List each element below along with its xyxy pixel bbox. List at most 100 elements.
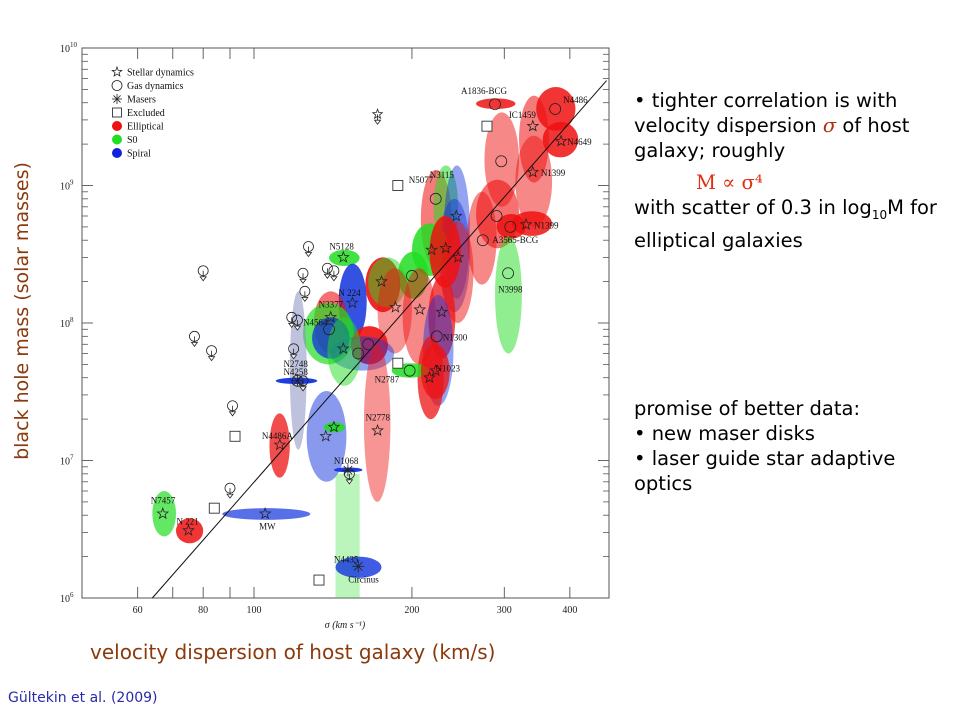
galaxy-labels-layer: A1836-BCG N4486 IC1459 N4649 N1399 N1399 A3565… xyxy=(151,86,592,584)
star-marker xyxy=(319,429,333,442)
error-ellipse-elliptical xyxy=(542,121,579,158)
legend-circle-icon xyxy=(111,80,123,91)
galaxy-label: A1836-BCG xyxy=(461,86,508,96)
future-data-panel: promise of better data: • new maser disk… xyxy=(634,396,956,496)
galaxy-label: N1068 xyxy=(334,456,359,466)
y-tick-exponent: 9 xyxy=(70,179,74,187)
legend-label: Gas dynamics xyxy=(127,81,183,92)
error-ellipse-s0 xyxy=(329,249,360,266)
star-marker xyxy=(337,250,350,263)
x-axis-title: σ (km s⁻¹) xyxy=(325,620,366,630)
note-correlation: • tighter correlation is with velocity d… xyxy=(634,88,956,163)
error-ellipse-elliptical xyxy=(496,214,527,239)
galaxy-label: N 224 xyxy=(338,288,361,298)
legend-asterisk-icon xyxy=(112,94,122,104)
galaxy-label: N2778 xyxy=(366,413,391,423)
error-ellipse-s0 xyxy=(495,235,522,354)
y-tick-label: 107 xyxy=(60,454,74,468)
error-ellipse-elliptical xyxy=(476,98,516,110)
circle-marker xyxy=(362,338,375,351)
y-tick-base: 10 xyxy=(60,457,70,468)
star-marker xyxy=(450,209,463,222)
galaxy-label: A3565-BCG xyxy=(492,235,539,245)
upper-limit-arrow xyxy=(287,317,296,328)
legend-label: S0 xyxy=(127,135,138,146)
legend-dot-icon xyxy=(112,148,122,158)
upper-limit-arrow xyxy=(289,348,298,360)
upper-limit-arrow xyxy=(301,291,309,302)
error-ellipse-elliptical xyxy=(467,191,497,285)
galaxy-label: Circinus xyxy=(348,574,379,584)
star-marker xyxy=(346,296,359,309)
y-axis-label: black hole mass (solar masses) xyxy=(11,162,33,460)
arrow-head xyxy=(226,493,234,499)
star-marker xyxy=(273,438,287,451)
ellipses-layer xyxy=(152,87,579,598)
galaxy-label: N4486A xyxy=(262,431,293,441)
asterisk-stroke xyxy=(113,95,121,103)
legend-label: Stellar dynamics xyxy=(127,68,194,79)
error-ellipse-s0 xyxy=(324,422,345,433)
asterisk-stroke xyxy=(292,376,302,386)
circle-marker xyxy=(495,155,508,168)
circle-marker xyxy=(429,192,442,205)
error-ellipse-spiral xyxy=(222,508,311,520)
upper-limit-arrow xyxy=(228,405,237,417)
excluded-square-marker xyxy=(313,574,325,586)
x-tick-label: 200 xyxy=(404,605,419,616)
arrow-head xyxy=(287,322,296,328)
arrow-head xyxy=(293,325,302,331)
upper-limit-arrow xyxy=(207,350,216,362)
markers-layer xyxy=(156,98,568,586)
note-correlation-text-b: of host galaxy; roughly xyxy=(634,114,910,162)
legend-label: Elliptical xyxy=(127,122,164,133)
upper-limit-arrow xyxy=(304,246,313,258)
arrow-head xyxy=(190,341,199,347)
circle-marker xyxy=(502,267,514,280)
star-marker xyxy=(435,305,449,318)
star-marker xyxy=(554,134,568,147)
x-tick-label: 400 xyxy=(562,605,577,616)
y-tick-exponent: 7 xyxy=(70,454,74,462)
x-tick-label: 300 xyxy=(497,605,512,616)
arrow-head xyxy=(199,276,207,282)
upper-limit-arrow xyxy=(299,273,307,284)
asterisk-stroke xyxy=(353,561,363,571)
arrow-head xyxy=(323,273,332,279)
error-ellipse-spiral xyxy=(306,391,347,482)
y-tick-label: 106 xyxy=(60,591,74,605)
error-ellipse-elliptical xyxy=(175,518,204,544)
star-marker xyxy=(526,119,540,132)
error-ellipse-s0 xyxy=(152,491,176,537)
galaxy-label: N5077 xyxy=(409,175,434,185)
circle-marker xyxy=(504,220,517,233)
arrow-head xyxy=(345,479,354,485)
star-marker xyxy=(439,241,453,254)
future-heading: promise of better data: xyxy=(634,397,861,420)
galaxy-label: N1399 xyxy=(534,221,559,231)
star-marker xyxy=(258,507,272,520)
excluded-square-marker xyxy=(208,502,220,514)
legend-dot-icon xyxy=(112,134,122,145)
upper-limit-arrow xyxy=(323,268,332,279)
galaxy-label: N4435 xyxy=(334,554,359,564)
legend-label: Spiral xyxy=(127,149,151,160)
galaxy-label: N4649 xyxy=(567,137,592,147)
sigma-symbol: σ xyxy=(822,114,837,137)
star-marker xyxy=(451,250,465,263)
arrow-head xyxy=(289,354,298,360)
galaxy-label: N2748 xyxy=(283,359,308,369)
circle-marker xyxy=(352,347,365,360)
star-marker xyxy=(375,274,388,288)
upper-limit-arrow xyxy=(199,270,207,282)
arrow-head xyxy=(330,276,338,282)
circle-marker xyxy=(430,330,443,343)
asterisk-marker xyxy=(291,374,304,387)
y-tick-exponent: 8 xyxy=(70,316,74,324)
star-marker xyxy=(371,423,384,436)
y-tick-base: 10 xyxy=(60,44,70,55)
legend: Stellar dynamics Gas dynamics Masers Exclud… xyxy=(111,65,194,160)
y-tick-exponent: 10 xyxy=(70,41,78,49)
arrow-head xyxy=(373,119,382,125)
